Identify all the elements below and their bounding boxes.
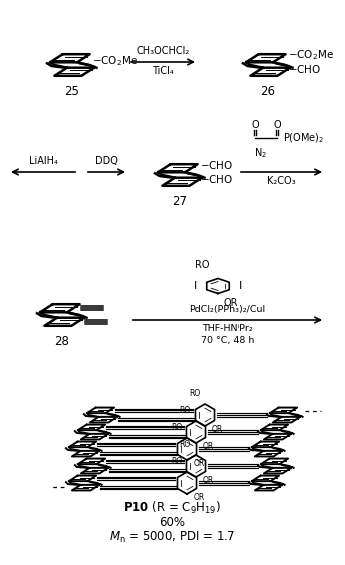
- Text: I: I: [194, 281, 197, 291]
- Text: 25: 25: [65, 85, 79, 98]
- Text: PdCl₂(PPh₃)₂/CuI: PdCl₂(PPh₃)₂/CuI: [189, 305, 266, 314]
- Text: THF-HNⁱPr₂: THF-HNⁱPr₂: [202, 324, 253, 333]
- Text: $M_\mathrm{n}$ = 5000, PDI = 1.7: $M_\mathrm{n}$ = 5000, PDI = 1.7: [109, 530, 235, 545]
- Text: RO: RO: [180, 406, 191, 415]
- Text: 26: 26: [260, 85, 276, 98]
- Text: $-$CHO: $-$CHO: [200, 173, 233, 185]
- Text: 27: 27: [172, 195, 187, 208]
- Text: $\mathbf{P10}$ (R = C$_9$H$_{19}$): $\mathbf{P10}$ (R = C$_9$H$_{19}$): [123, 500, 221, 516]
- Text: $-$CHO: $-$CHO: [200, 159, 233, 171]
- Text: OR: OR: [194, 459, 205, 468]
- Text: O: O: [251, 120, 259, 130]
- Text: RO: RO: [196, 260, 210, 271]
- Text: $-$CHO: $-$CHO: [288, 63, 321, 75]
- Text: RO: RO: [171, 423, 182, 432]
- Text: OR: OR: [194, 493, 205, 502]
- Text: OR: OR: [203, 442, 214, 451]
- Text: RO: RO: [180, 440, 191, 449]
- Text: O: O: [273, 120, 281, 130]
- Text: P(OMe)$_2$: P(OMe)$_2$: [283, 131, 324, 145]
- Text: OR: OR: [203, 476, 214, 485]
- Text: N$_2$: N$_2$: [254, 146, 266, 160]
- Text: OR: OR: [212, 425, 223, 434]
- Text: 60%: 60%: [159, 516, 185, 529]
- Text: OR: OR: [223, 298, 237, 307]
- Text: LiAlH₄: LiAlH₄: [29, 156, 57, 166]
- Text: K₂CO₃: K₂CO₃: [267, 176, 296, 186]
- Text: I: I: [239, 281, 242, 291]
- Text: 28: 28: [55, 335, 69, 348]
- Text: $-$CO$_2$Me: $-$CO$_2$Me: [91, 54, 138, 68]
- Text: 70 °C, 48 h: 70 °C, 48 h: [201, 336, 254, 345]
- Text: $-$CO$_2$Me: $-$CO$_2$Me: [288, 48, 334, 62]
- Text: DDQ: DDQ: [95, 156, 118, 166]
- Text: TiCl₄: TiCl₄: [152, 66, 174, 76]
- Text: RO: RO: [189, 389, 200, 398]
- Text: RO: RO: [171, 457, 182, 466]
- Text: CH₃OCHCl₂: CH₃OCHCl₂: [136, 46, 190, 56]
